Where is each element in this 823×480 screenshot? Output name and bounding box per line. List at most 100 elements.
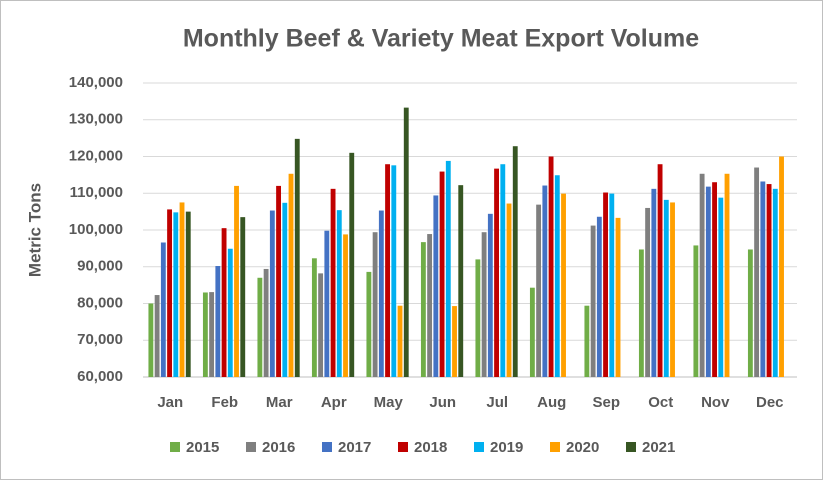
legend-swatch xyxy=(246,442,256,452)
bar xyxy=(772,188,778,377)
y-tick-label: 140,000 xyxy=(69,74,123,91)
bar xyxy=(754,167,760,377)
bar xyxy=(693,245,699,377)
bar xyxy=(209,292,215,377)
legend-swatch xyxy=(550,442,560,452)
y-tick-label: 120,000 xyxy=(69,147,123,164)
y-axis-title: Metric Tons xyxy=(25,183,44,277)
bar xyxy=(221,228,227,377)
bar xyxy=(747,249,753,377)
bar xyxy=(724,173,730,377)
bar xyxy=(670,202,675,377)
bar xyxy=(663,199,669,377)
bar xyxy=(240,217,246,377)
bar xyxy=(779,156,784,377)
legend-label: 2017 xyxy=(338,439,371,456)
bar xyxy=(154,295,160,377)
bar xyxy=(475,259,481,377)
bar xyxy=(403,107,409,377)
bar xyxy=(433,195,439,377)
bar xyxy=(445,160,451,377)
bar xyxy=(638,249,644,377)
bar xyxy=(609,193,615,377)
bar xyxy=(385,164,390,377)
bar xyxy=(391,165,397,377)
x-tick-label: Jul xyxy=(486,394,508,411)
bar xyxy=(596,216,602,377)
legend-swatch xyxy=(170,442,180,452)
bar xyxy=(427,234,433,377)
legend-swatch xyxy=(398,442,408,452)
bar xyxy=(148,303,154,377)
bar xyxy=(766,184,772,377)
legend-swatch xyxy=(626,442,636,452)
x-tick-label: Mar xyxy=(266,394,293,411)
bar xyxy=(324,230,330,377)
y-tick-label: 60,000 xyxy=(77,368,123,385)
y-tick-label: 110,000 xyxy=(70,184,123,201)
bar xyxy=(718,197,724,377)
bar xyxy=(590,225,596,377)
legend-label: 2020 xyxy=(566,439,599,456)
bar xyxy=(288,173,294,377)
bar xyxy=(336,210,342,377)
bar xyxy=(330,188,336,377)
bar xyxy=(506,203,512,377)
x-tick-label: May xyxy=(374,394,404,411)
bar xyxy=(215,266,221,377)
bar xyxy=(561,193,566,377)
bar xyxy=(536,204,542,377)
bar xyxy=(179,202,185,377)
legend-label: 2016 xyxy=(262,439,295,456)
bar xyxy=(554,175,560,377)
bar xyxy=(529,287,535,377)
bar xyxy=(603,192,608,377)
chart-title: Monthly Beef & Variety Meat Export Volum… xyxy=(183,25,699,53)
bar xyxy=(500,164,506,377)
bar xyxy=(269,210,275,377)
bar xyxy=(173,212,179,377)
bar xyxy=(366,271,372,377)
bar xyxy=(257,277,263,377)
bar xyxy=(657,164,663,377)
bar xyxy=(712,182,717,377)
bar xyxy=(542,185,548,377)
bar xyxy=(651,188,657,377)
bar xyxy=(760,181,766,377)
x-tick-label: Sep xyxy=(592,394,620,411)
bar xyxy=(349,152,355,377)
bar xyxy=(481,232,487,377)
bar xyxy=(282,202,288,377)
bar xyxy=(160,242,166,377)
x-tick-label: Nov xyxy=(701,394,730,411)
y-tick-label: 90,000 xyxy=(77,258,123,275)
bar xyxy=(227,248,233,377)
x-tick-label: Aug xyxy=(537,394,566,411)
y-tick-label: 130,000 xyxy=(69,111,123,128)
bar xyxy=(185,211,191,377)
bar xyxy=(397,305,403,377)
bar xyxy=(318,273,324,377)
bar xyxy=(294,138,300,377)
bar xyxy=(584,305,590,377)
bar xyxy=(167,209,172,377)
x-tick-label: Jun xyxy=(429,394,456,411)
legend-swatch xyxy=(474,442,484,452)
bar xyxy=(378,210,384,377)
legend-label: 2019 xyxy=(490,439,523,456)
bar xyxy=(699,173,705,377)
x-tick-label: Feb xyxy=(211,394,238,411)
legend-label: 2021 xyxy=(642,439,675,456)
bar xyxy=(548,156,554,377)
bar xyxy=(202,292,208,377)
x-tick-label: Jan xyxy=(157,394,183,411)
bar xyxy=(343,234,348,377)
bar xyxy=(645,207,651,377)
y-tick-label: 100,000 xyxy=(69,221,123,238)
x-tick-label: Dec xyxy=(756,394,784,411)
bar xyxy=(276,185,281,377)
x-tick-label: Apr xyxy=(321,394,347,411)
bar xyxy=(705,186,711,377)
bar xyxy=(439,171,445,377)
